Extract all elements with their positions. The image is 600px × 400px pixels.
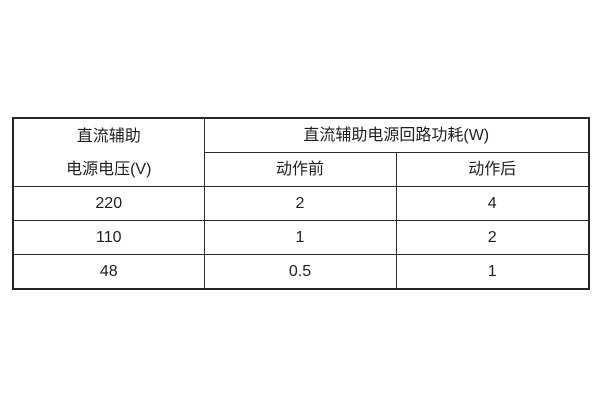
- table-row: 110 1 2: [12, 220, 590, 255]
- table-row: 48 0.5 1: [12, 254, 590, 290]
- after-action-cell: 4: [395, 186, 590, 221]
- voltage-cell: 48: [12, 254, 205, 290]
- voltage-header-line1: 直流辅助: [76, 127, 141, 145]
- voltage-header-line2: 电源电压(V): [66, 160, 152, 178]
- after-action-cell: 1: [395, 254, 590, 290]
- voltage-cell: 220: [12, 186, 205, 221]
- table-row: 220 2 4: [12, 186, 590, 221]
- consumption-group-header: 直流辅助电源回路功耗(W): [203, 117, 590, 153]
- before-action-header: 动作前: [203, 152, 397, 187]
- voltage-column-header: 直流辅助 电源电压(V): [12, 117, 205, 187]
- before-action-cell: 1: [203, 220, 397, 255]
- header-row-sub: 动作前 动作后: [13, 152, 590, 187]
- voltage-cell: 110: [12, 220, 205, 255]
- after-action-header: 动作后: [395, 152, 590, 187]
- after-action-cell: 2: [395, 220, 590, 255]
- power-consumption-table: 直流辅助 电源电压(V) 直流辅助电源回路功耗(W) 动作前 动作后 220 2…: [12, 117, 591, 290]
- document-page: 直流辅助 电源电压(V) 直流辅助电源回路功耗(W) 动作前 动作后 220 2…: [12, 117, 591, 290]
- before-action-cell: 2: [203, 186, 397, 221]
- header-row-group: 直流辅助 电源电压(V) 直流辅助电源回路功耗(W): [12, 117, 590, 187]
- before-action-cell: 0.5: [203, 254, 397, 290]
